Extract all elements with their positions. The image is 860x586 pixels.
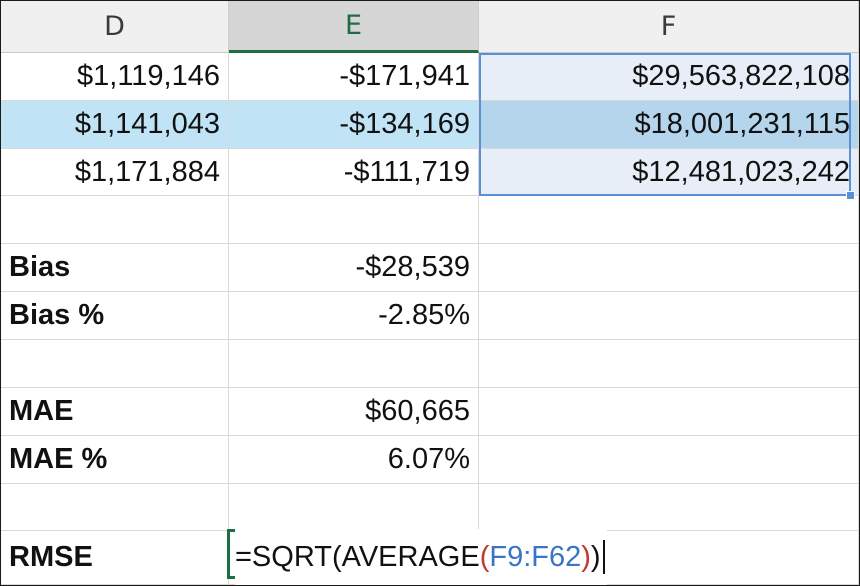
cell-f-row11[interactable] bbox=[479, 531, 859, 585]
cell-d-mae-label[interactable]: MAE bbox=[1, 388, 229, 436]
formula-range-reference[interactable]: F9:F62 bbox=[489, 540, 582, 573]
cell-f-row8[interactable] bbox=[479, 388, 859, 436]
column-label-d: D bbox=[104, 11, 125, 42]
column-label-f: F bbox=[660, 11, 677, 42]
cell-e-bias-pct-value[interactable]: -2.85% bbox=[229, 292, 479, 340]
cell-d-mae-pct-label[interactable]: MAE % bbox=[1, 436, 229, 484]
cell-e-bias-value[interactable]: -$28,539 bbox=[229, 244, 479, 292]
text-cursor bbox=[602, 540, 605, 574]
cell-d-rmse-label[interactable]: RMSE bbox=[1, 531, 229, 585]
column-label-e: E bbox=[344, 10, 363, 41]
cell-e-row1[interactable]: -$171,941 bbox=[229, 53, 479, 101]
cell-d-bias-pct-label[interactable]: Bias % bbox=[1, 292, 229, 340]
cell-e-row4[interactable] bbox=[229, 196, 479, 244]
cell-d-row3[interactable]: $1,171,884 bbox=[1, 149, 229, 196]
cell-d-row2[interactable]: $1,141,043 bbox=[1, 101, 229, 149]
cell-f-row10[interactable] bbox=[479, 484, 859, 531]
cell-d-row4[interactable] bbox=[1, 196, 229, 244]
cell-e-row3[interactable]: -$111,719 bbox=[229, 149, 479, 196]
formula-close-paren-outer: ) bbox=[590, 540, 601, 573]
cell-f-row7[interactable] bbox=[479, 340, 859, 388]
cell-f-row2[interactable]: $18,001,231,115 bbox=[479, 101, 859, 149]
cell-e-row10[interactable] bbox=[229, 484, 479, 531]
formula-function-text: =SQRT(AVERAGE bbox=[235, 540, 480, 573]
cell-e-row2[interactable]: -$134,169 bbox=[229, 101, 479, 149]
cell-f-row3[interactable]: $12,481,023,242 bbox=[479, 149, 859, 196]
cell-e-mae-value[interactable]: $60,665 bbox=[229, 388, 479, 436]
formula-open-paren: ( bbox=[479, 540, 490, 573]
cell-d-row7[interactable] bbox=[1, 340, 229, 388]
formula-close-paren-inner: ) bbox=[581, 540, 591, 573]
formula-in-cell[interactable]: =SQRT(AVERAGE(F9:F62)) bbox=[235, 529, 607, 585]
cell-e-mae-pct-value[interactable]: 6.07% bbox=[229, 436, 479, 484]
cell-f-row5[interactable] bbox=[479, 244, 859, 292]
cell-f-row6[interactable] bbox=[479, 292, 859, 340]
cell-f-row4[interactable] bbox=[479, 196, 859, 244]
column-header-f[interactable]: F bbox=[479, 1, 859, 53]
cell-d-row10[interactable] bbox=[1, 484, 229, 531]
column-header-d[interactable]: D bbox=[1, 1, 229, 53]
fill-handle[interactable] bbox=[846, 191, 855, 200]
cell-f-row1[interactable]: $29,563,822,108 bbox=[479, 53, 859, 101]
cell-e-row7[interactable] bbox=[229, 340, 479, 388]
cell-d-bias-label[interactable]: Bias bbox=[1, 244, 229, 292]
cell-d-row1[interactable]: $1,119,146 bbox=[1, 53, 229, 101]
column-header-e[interactable]: E bbox=[229, 1, 479, 53]
cell-f-row9[interactable] bbox=[479, 436, 859, 484]
